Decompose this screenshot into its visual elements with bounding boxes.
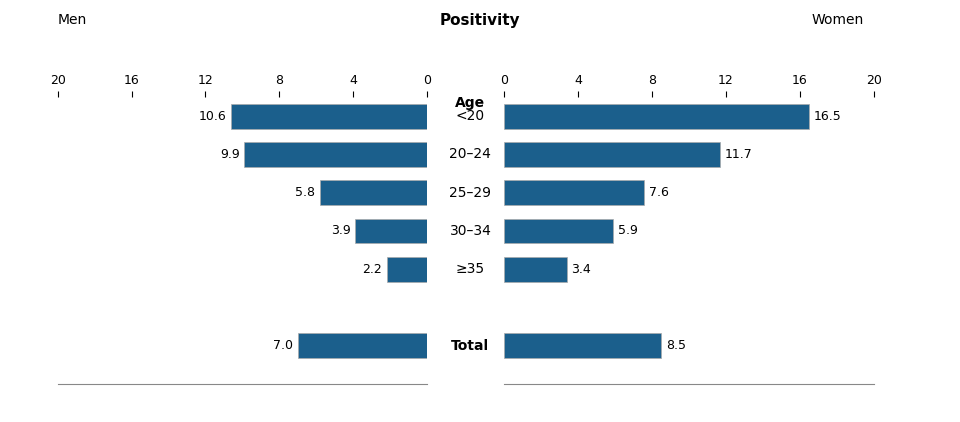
Bar — [504, 142, 720, 167]
Text: <20: <20 — [456, 109, 485, 123]
Text: 30–34: 30–34 — [449, 224, 492, 238]
Text: ≥35: ≥35 — [456, 262, 485, 276]
Text: 25–29: 25–29 — [449, 186, 492, 200]
Text: 11.7: 11.7 — [725, 148, 753, 161]
Text: 7.6: 7.6 — [649, 186, 669, 199]
Text: 3.9: 3.9 — [331, 225, 350, 238]
Bar — [504, 180, 644, 205]
Text: 20–24: 20–24 — [449, 147, 492, 162]
Bar — [504, 104, 809, 129]
Text: 8.5: 8.5 — [665, 339, 685, 352]
Bar — [320, 180, 427, 205]
Text: Positivity: Positivity — [440, 13, 520, 28]
Text: 7.0: 7.0 — [274, 339, 293, 352]
Text: 3.4: 3.4 — [571, 263, 591, 276]
Text: 2.2: 2.2 — [362, 263, 382, 276]
Text: 16.5: 16.5 — [813, 110, 841, 123]
Text: 5.8: 5.8 — [296, 186, 316, 199]
Bar — [231, 104, 427, 129]
Text: Men: Men — [58, 13, 86, 27]
Text: 9.9: 9.9 — [220, 148, 240, 161]
Bar — [355, 219, 427, 243]
Bar — [387, 257, 427, 281]
Text: Age: Age — [455, 96, 486, 110]
Text: Women: Women — [812, 13, 864, 27]
Bar — [504, 219, 613, 243]
Bar — [504, 257, 566, 281]
Bar — [504, 333, 661, 358]
Bar — [298, 333, 427, 358]
Text: 10.6: 10.6 — [199, 110, 227, 123]
Text: 5.9: 5.9 — [617, 225, 637, 238]
Bar — [244, 142, 427, 167]
Text: Total: Total — [451, 339, 490, 353]
